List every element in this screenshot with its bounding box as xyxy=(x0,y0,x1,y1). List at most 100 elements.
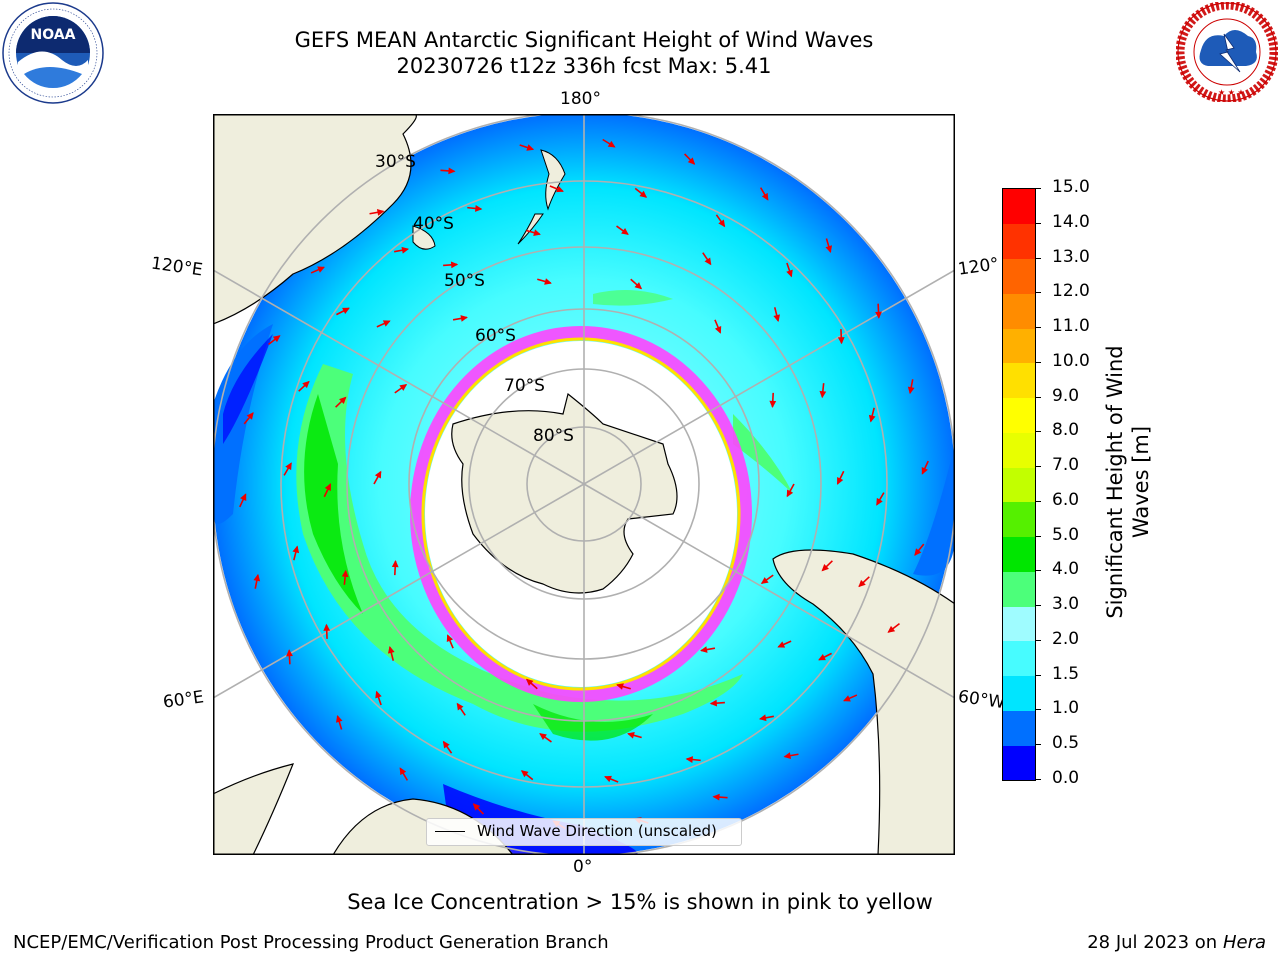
chart-title: GEFS MEAN Antarctic Significant Height o… xyxy=(294,28,874,52)
wave-arrow-head xyxy=(821,564,829,572)
colorbar-segment xyxy=(1003,432,1035,468)
colorbar-tick-label: 1.0 xyxy=(1052,698,1080,719)
wave-arrow-head xyxy=(604,775,612,783)
colorbar-segment xyxy=(1003,258,1035,294)
colorbar-tick-mark xyxy=(1035,674,1041,676)
wave-arrow-head xyxy=(712,793,720,801)
wave-arrow-head xyxy=(837,477,844,485)
wave-arrow-head xyxy=(375,690,382,699)
lon-label-180: 180° xyxy=(560,89,601,109)
lat-label-70s: 70°S xyxy=(504,376,545,396)
wave-arrow-head xyxy=(607,140,616,148)
colorbar-segment xyxy=(1003,606,1035,642)
colorbar-segment xyxy=(1003,467,1035,503)
wave-arrow-head xyxy=(526,144,535,151)
wave-arrow-head xyxy=(914,548,922,556)
wave-arrow-head xyxy=(339,396,347,404)
colorbar-tick-mark xyxy=(1035,327,1041,329)
wave-arrow-head xyxy=(843,695,851,702)
wave-arrow-head xyxy=(472,803,481,811)
colorbar-tick-label: 7.0 xyxy=(1052,455,1080,476)
colorbar-label-line1: Significant Height of Wind xyxy=(1103,345,1127,619)
wave-arrow-head xyxy=(442,740,450,749)
wave-arrow-head xyxy=(556,185,564,193)
colorbar-tick-mark xyxy=(1035,500,1041,502)
south-america-land xyxy=(772,549,954,854)
wave-arrow-head xyxy=(875,311,882,319)
colorbar-tick-label: 14.0 xyxy=(1052,211,1090,232)
lon-label-120e: 120°E xyxy=(149,253,204,281)
colorbar-label-line2: Waves [m] xyxy=(1129,425,1153,539)
wave-arrow-head xyxy=(525,678,534,686)
wave-arrow-head xyxy=(382,320,391,327)
wave-arrow-head xyxy=(714,325,722,334)
wave-arrow-head xyxy=(323,623,331,631)
wave-arrow-head xyxy=(342,307,350,314)
wave-arrow-head xyxy=(825,245,833,254)
colorbar-tick-mark xyxy=(1035,744,1041,746)
colorbar-tick-label: 8.0 xyxy=(1052,420,1080,441)
wave-arrow-head xyxy=(448,167,456,175)
wave-arrow-head xyxy=(376,209,385,216)
colorbar-tick-label: 5.0 xyxy=(1052,524,1080,545)
colorbar xyxy=(1002,188,1036,781)
wave-arrow-head xyxy=(758,714,767,722)
wave-arrow-head xyxy=(773,314,781,322)
colorbar-segment xyxy=(1003,397,1035,433)
wave-arrow-head xyxy=(475,205,483,212)
nws-logo: ★ ★ ★ xyxy=(1175,0,1279,104)
wave-arrow-head xyxy=(777,641,786,648)
colorbar-tick-mark xyxy=(1035,466,1041,468)
wave-arrow-head xyxy=(317,266,325,273)
footer-date: 28 Jul 2023 on Hera xyxy=(1087,932,1266,953)
colorbar-tick-label: 1.5 xyxy=(1052,663,1080,684)
colorbar-segment xyxy=(1003,675,1035,711)
colorbar-tick-label: 2.0 xyxy=(1052,628,1080,649)
wave-arrow-head xyxy=(858,579,866,588)
colorbar-segment xyxy=(1003,745,1035,781)
legend-line-icon xyxy=(435,831,465,832)
wave-arrow-head xyxy=(819,390,827,399)
wave-arrow-head xyxy=(387,646,395,654)
graticule xyxy=(214,115,954,854)
colorbar-segment xyxy=(1003,362,1035,399)
wave-arrow-head xyxy=(374,470,382,479)
wave-arrow-head xyxy=(253,573,261,582)
lat-label-30s: 30°S xyxy=(375,152,416,172)
wave-arrow-head xyxy=(685,756,693,763)
colorbar-tick-label: 13.0 xyxy=(1052,246,1090,267)
wave-arrow-head xyxy=(544,278,552,285)
colorbar-tick-label: 6.0 xyxy=(1052,489,1080,510)
wave-arrow-head xyxy=(634,282,643,290)
colorbar-tick-label: 11.0 xyxy=(1052,316,1090,337)
colorbar-tick-mark xyxy=(1035,709,1041,711)
sea-ice-caption: Sea Ice Concentration > 15% is shown in … xyxy=(0,890,1280,914)
colorbar-segment xyxy=(1003,293,1035,329)
wave-arrow-head xyxy=(704,257,712,266)
wave-arrow-head xyxy=(760,577,769,584)
lat-label-80s: 80°S xyxy=(533,426,574,446)
footer-date-text: 28 Jul 2023 on xyxy=(1087,932,1223,953)
wave-arrow-head xyxy=(616,683,624,690)
wave-arrow-head xyxy=(391,559,399,568)
colorbar-tick-mark xyxy=(1035,188,1041,189)
colorbar-tick-mark xyxy=(1035,779,1041,780)
colorbar-tick-mark xyxy=(1035,396,1041,398)
colorbar-tick-mark xyxy=(1035,639,1041,641)
wave-arrow-head xyxy=(786,269,793,278)
colorbar-segment xyxy=(1003,328,1035,364)
wave-arrow-head xyxy=(399,767,407,776)
africa-land xyxy=(214,763,294,854)
wave-arrow-head xyxy=(324,483,331,491)
lat-label-40s: 40°S xyxy=(413,214,454,234)
lat-label-50s: 50°S xyxy=(444,271,485,291)
wave-arrow-head xyxy=(627,732,635,739)
colorbar-tick-label: 9.0 xyxy=(1052,385,1080,406)
antarctica-land xyxy=(451,392,678,594)
wave-arrow-head xyxy=(285,462,292,471)
colorbar-tick-mark xyxy=(1035,361,1041,363)
wave-arrow-head xyxy=(341,569,349,578)
colorbar-tick-mark xyxy=(1035,257,1041,259)
noaa-logo-text: NOAA xyxy=(31,27,76,43)
wave-arrow-head xyxy=(700,646,708,653)
